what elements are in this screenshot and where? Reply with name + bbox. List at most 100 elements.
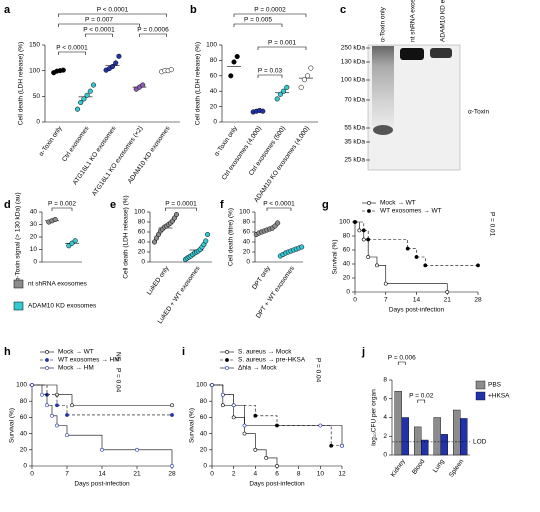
survival-point: [30, 383, 34, 387]
survival-step: [57, 394, 73, 406]
marker-label: 100 kDa: [341, 77, 366, 84]
blot-image: [367, 44, 461, 171]
data-point: [84, 92, 90, 98]
blot-band: [373, 125, 393, 135]
y-tick-label: 2: [383, 433, 387, 440]
p-value: P = 0.006: [388, 355, 416, 362]
legend-label: Mock → WT: [380, 200, 416, 207]
survival-step: [47, 394, 58, 406]
bar: [394, 391, 402, 456]
y-tick-label: 60: [210, 73, 218, 80]
survival-point: [170, 413, 174, 417]
survival-step: [376, 265, 387, 284]
survival-point: [100, 447, 104, 452]
x-tick-label: 4: [254, 471, 258, 478]
legend-marker: [367, 201, 371, 205]
legend-marker: [225, 366, 229, 370]
data-point: [203, 238, 209, 244]
data-point: [113, 60, 119, 66]
marker-label: 35 kDa: [344, 139, 365, 146]
data-point: [277, 91, 283, 97]
bar: [440, 434, 448, 456]
marker-label: 70 kDa: [344, 97, 365, 104]
category-label: Spleen: [448, 458, 466, 479]
marker-label: 250 kDa: [341, 45, 366, 52]
survival-step: [407, 248, 417, 257]
data-point: [305, 73, 311, 79]
significance-bracket: [85, 33, 113, 37]
y-tick-label: 80: [138, 219, 146, 226]
p-value: P = 0.0006: [137, 27, 169, 34]
significance-bracket: [266, 207, 292, 211]
p-value: P < 0.0001: [97, 7, 129, 14]
survival-point: [329, 443, 334, 448]
data-point: [260, 108, 266, 114]
legend-label: Δhla → Mock: [238, 365, 277, 372]
blot-band: [430, 48, 452, 58]
panel-letter: j: [361, 346, 365, 358]
x-tick-label: 7: [65, 471, 69, 478]
legend-label: S. aureus → pre-HKSA: [238, 357, 306, 364]
y-tick-label: 100: [206, 42, 217, 49]
legend-marker: [45, 350, 49, 354]
y-tick-label: 20: [343, 275, 351, 282]
y-tick-label: 40: [138, 239, 146, 246]
survival-point: [55, 403, 59, 408]
y-tick-label: 0: [346, 289, 350, 296]
panel-letter: g: [322, 199, 329, 211]
survival-point: [70, 403, 74, 408]
data-point: [109, 64, 116, 70]
survival-step: [368, 256, 378, 266]
y-tick-label: 0: [246, 259, 250, 266]
survival-step: [32, 384, 58, 395]
category-label: α-Toxin only: [213, 125, 239, 158]
data-point: [299, 244, 305, 250]
y-tick-label: 100: [239, 209, 250, 216]
band-label: α-Toxin: [468, 109, 489, 116]
y-tick-label: 100: [16, 382, 27, 389]
p-value: P = 0.005: [244, 17, 272, 24]
y-axis-label: Cell death (LDH release) (%): [18, 42, 25, 125]
p-value: P < 0.0001: [263, 201, 295, 208]
significance-bracket: [233, 23, 283, 27]
survival-step: [355, 221, 365, 231]
data-point: [72, 238, 78, 244]
data-point: [274, 96, 280, 102]
bar: [401, 417, 409, 456]
survival-point: [220, 403, 225, 408]
significance-bracket: [165, 207, 197, 211]
data-point: [140, 82, 146, 88]
y-tick-label: 40: [243, 239, 251, 246]
y-tick-label: 100: [29, 67, 40, 74]
survival-point: [361, 228, 366, 233]
survival-point: [65, 433, 69, 438]
y-tick-label: 4: [383, 414, 387, 421]
y-tick-label: 100: [134, 209, 145, 216]
blot-smear: [372, 46, 394, 126]
y-tick-label: 80: [243, 219, 251, 226]
legend-label: WT exosomes → HM: [58, 357, 120, 364]
p-value: P = 0.04: [114, 368, 121, 393]
survival-point: [476, 263, 480, 268]
survival-point: [405, 246, 410, 251]
data-point: [281, 88, 287, 94]
survival-point: [45, 403, 49, 408]
data-point: [74, 106, 81, 112]
y-tick-label: 150: [29, 42, 40, 49]
data-point: [52, 216, 58, 223]
x-tick-label: 8: [297, 471, 301, 478]
lane-label: nt shRNA exosomes: [410, 0, 417, 42]
survival-point: [340, 443, 344, 448]
survival-step: [32, 384, 48, 395]
legend-marker: [45, 358, 49, 362]
data-point: [301, 77, 307, 83]
legend-label: S. aureus → Mock: [238, 349, 292, 356]
significance-bracket: [51, 207, 73, 211]
y-tick-label: 20: [138, 249, 146, 256]
survival-step: [266, 457, 278, 466]
survival-point: [445, 290, 450, 294]
y-tick-label: 40: [200, 430, 208, 437]
bar: [453, 409, 461, 456]
data-point: [228, 73, 234, 79]
y-tick-label: 20: [200, 447, 208, 454]
